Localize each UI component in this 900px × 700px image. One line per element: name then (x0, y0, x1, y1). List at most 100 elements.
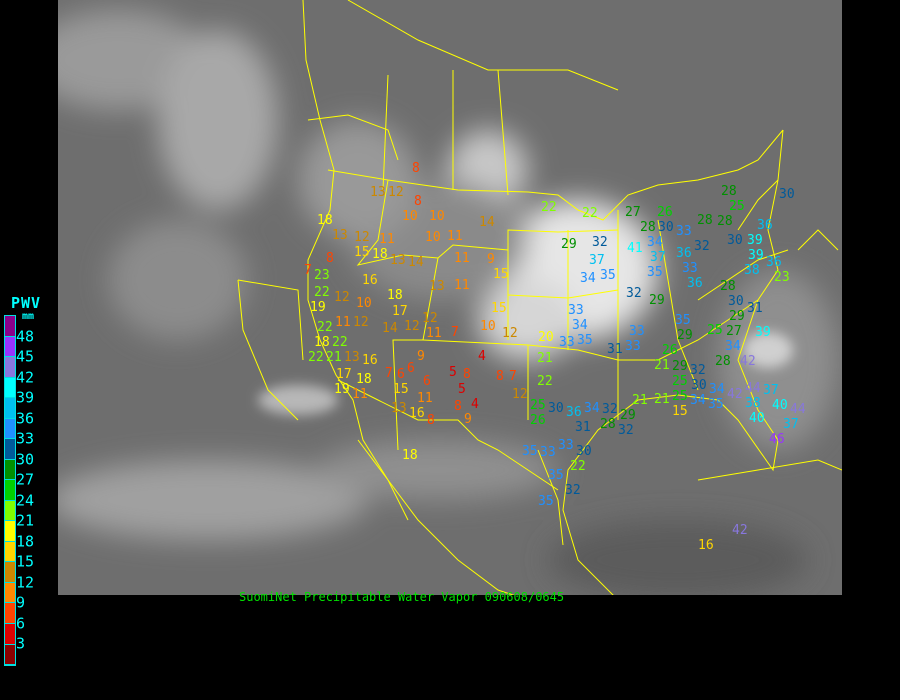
station-pwv-value: 7 (451, 325, 459, 340)
legend-swatch (5, 500, 15, 522)
station-pwv-value: 25 (672, 374, 688, 389)
station-pwv-value: 31 (607, 342, 623, 357)
legend-swatch (5, 357, 15, 378)
station-pwv-value: 34 (725, 339, 741, 354)
station-pwv-value: 12 (353, 315, 369, 330)
station-pwv-value: 35 (522, 444, 538, 459)
station-pwv-value: 8 (454, 399, 462, 414)
legend-swatch (5, 459, 15, 481)
legend-swatch (5, 623, 15, 645)
station-pwv-value: 12 (512, 387, 528, 402)
station-pwv-value: 33 (625, 339, 641, 354)
station-pwv-value: 19 (334, 382, 350, 397)
station-pwv-value: 22 (332, 335, 348, 350)
station-pwv-value: 35 (538, 494, 554, 509)
station-pwv-value: 35 (548, 468, 564, 483)
station-pwv-value: 18 (314, 335, 330, 350)
station-pwv-value: 22 (537, 374, 553, 389)
station-pwv-value: 41 (627, 241, 643, 256)
station-pwv-value: 44 (790, 402, 806, 417)
legend-swatch (5, 603, 15, 624)
station-pwv-value: 34 (572, 318, 588, 333)
station-pwv-value: 39 (748, 248, 764, 263)
station-pwv-value: 23 (314, 268, 330, 283)
station-pwv-value: 6 (397, 367, 405, 382)
station-pwv-value: 33 (629, 324, 645, 339)
station-pwv-value: 25 (672, 389, 688, 404)
station-pwv-value: 34 (647, 235, 663, 250)
station-pwv-value: 21 (654, 392, 670, 407)
station-pwv-value: 40 (749, 411, 765, 426)
station-pwv-value: 36 (766, 255, 782, 270)
station-pwv-value: 28 (697, 213, 713, 228)
us-mexico-border (337, 379, 559, 491)
legend-label: 24 (16, 491, 35, 510)
station-pwv-value: 34 (690, 393, 706, 408)
station-pwv-value: 11 (335, 315, 351, 330)
station-pwv-value: 42 (727, 387, 743, 402)
legend-label: 15 (16, 552, 35, 571)
station-pwv-value: 10 (425, 230, 441, 245)
station-pwv-value: 42 (740, 354, 756, 369)
station-pwv-value: 30 (691, 378, 707, 393)
station-pwv-value: 22 (317, 320, 333, 335)
station-pwv-value: 46 (769, 432, 785, 447)
station-pwv-value: 35 (577, 333, 593, 348)
station-pwv-value: 18 (402, 448, 418, 463)
station-pwv-value: 15 (491, 301, 507, 316)
station-pwv-value: 26 (530, 413, 546, 428)
station-pwv-value: 30 (779, 187, 795, 202)
legend-label: 9 (16, 593, 26, 612)
legend-swatch (5, 480, 15, 501)
station-pwv-value: 33 (540, 445, 556, 460)
station-pwv-value: 11 (379, 232, 395, 247)
station-pwv-value: 35 (647, 265, 663, 280)
station-pwv-value: 34 (584, 401, 600, 416)
station-pwv-value: 32 (602, 402, 618, 417)
legend-swatch (5, 644, 15, 666)
station-pwv-value: 12 (354, 230, 370, 245)
station-pwv-value: 32 (565, 483, 581, 498)
station-pwv-value: 16 (362, 273, 378, 288)
station-pwv-value: 39 (747, 233, 763, 248)
legend-unit: mm (22, 311, 35, 322)
station-pwv-value: 7 (385, 366, 393, 381)
station-pwv-value: 8 (496, 369, 504, 384)
station-pwv-value: 21 (537, 351, 553, 366)
legend-swatch (5, 541, 15, 563)
station-pwv-value: 4 (471, 397, 479, 412)
political-borders (237, 0, 842, 595)
station-pwv-value: 29 (620, 408, 636, 423)
station-pwv-value: 6 (407, 361, 415, 376)
legend-label: 42 (16, 368, 35, 387)
map-caption: SuomiNet Precipitable Water Vapor 090608… (239, 590, 565, 604)
station-pwv-value: 13 (332, 228, 348, 243)
station-pwv-value: 28 (721, 184, 737, 199)
station-pwv-value: 44 (745, 381, 761, 396)
station-pwv-value: 8 (412, 161, 420, 176)
legend-label: 12 (16, 573, 35, 592)
station-pwv-value: 16 (409, 406, 425, 421)
station-pwv-value: 19 (310, 300, 326, 315)
legend-label: 3 (16, 634, 26, 653)
legend-label: 30 (16, 450, 35, 469)
station-pwv-value: 22 (541, 200, 557, 215)
station-pwv-value: 42 (732, 523, 748, 538)
station-pwv-value: 15 (354, 245, 370, 260)
station-pwv-value: 28 (720, 279, 736, 294)
legend-color-bar (4, 315, 16, 666)
station-pwv-value: 21 (654, 358, 670, 373)
station-pwv-value: 28 (717, 214, 733, 229)
station-pwv-value: 32 (618, 423, 634, 438)
station-pwv-value: 12 (334, 290, 350, 305)
station-pwv-value: 22 (314, 285, 330, 300)
station-pwv-value: 25 (729, 199, 745, 214)
station-pwv-value: 9 (487, 252, 495, 267)
station-pwv-value: 8 (463, 367, 471, 382)
station-pwv-value: 25 (530, 398, 546, 413)
station-pwv-value: 32 (690, 363, 706, 378)
station-pwv-value: 10 (356, 296, 372, 311)
station-pwv-value: 11 (426, 326, 442, 341)
station-pwv-value: 12 (502, 326, 518, 341)
station-pwv-value: 22 (308, 350, 324, 365)
